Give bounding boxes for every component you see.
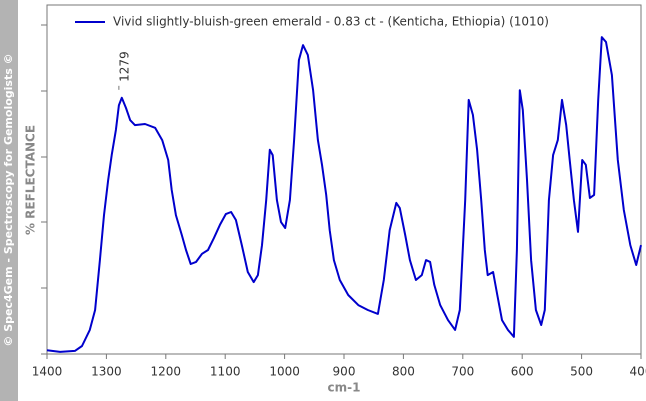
y-axis-label: % REFLECTANCE xyxy=(24,125,38,235)
watermark-strip xyxy=(0,0,18,401)
x-tick-label: 700 xyxy=(451,365,474,379)
x-axis-label: cm-1 xyxy=(328,381,361,395)
x-tick-label: 1200 xyxy=(151,365,182,379)
annotation-label: 1279 xyxy=(117,51,131,82)
x-tick-label: 600 xyxy=(511,365,534,379)
x-tick-label: 1000 xyxy=(269,365,300,379)
y-ticks xyxy=(41,24,47,355)
plot-frame xyxy=(46,4,642,355)
legend-label: Vivid slightly-bluish-green emerald - 0.… xyxy=(113,15,549,29)
x-tick-label: 800 xyxy=(392,365,415,379)
x-tick-label: 500 xyxy=(570,365,593,379)
x-tick-label: 900 xyxy=(333,365,356,379)
watermark: © Spec4Gem - Spectroscopy for Gemologist… xyxy=(2,53,15,346)
x-tick-label: 1400 xyxy=(32,365,63,379)
x-tick-label: 1300 xyxy=(91,365,122,379)
spectrum-line xyxy=(46,36,642,353)
x-tick-label: 400 xyxy=(630,365,646,379)
x-tick-label: 1100 xyxy=(210,365,241,379)
